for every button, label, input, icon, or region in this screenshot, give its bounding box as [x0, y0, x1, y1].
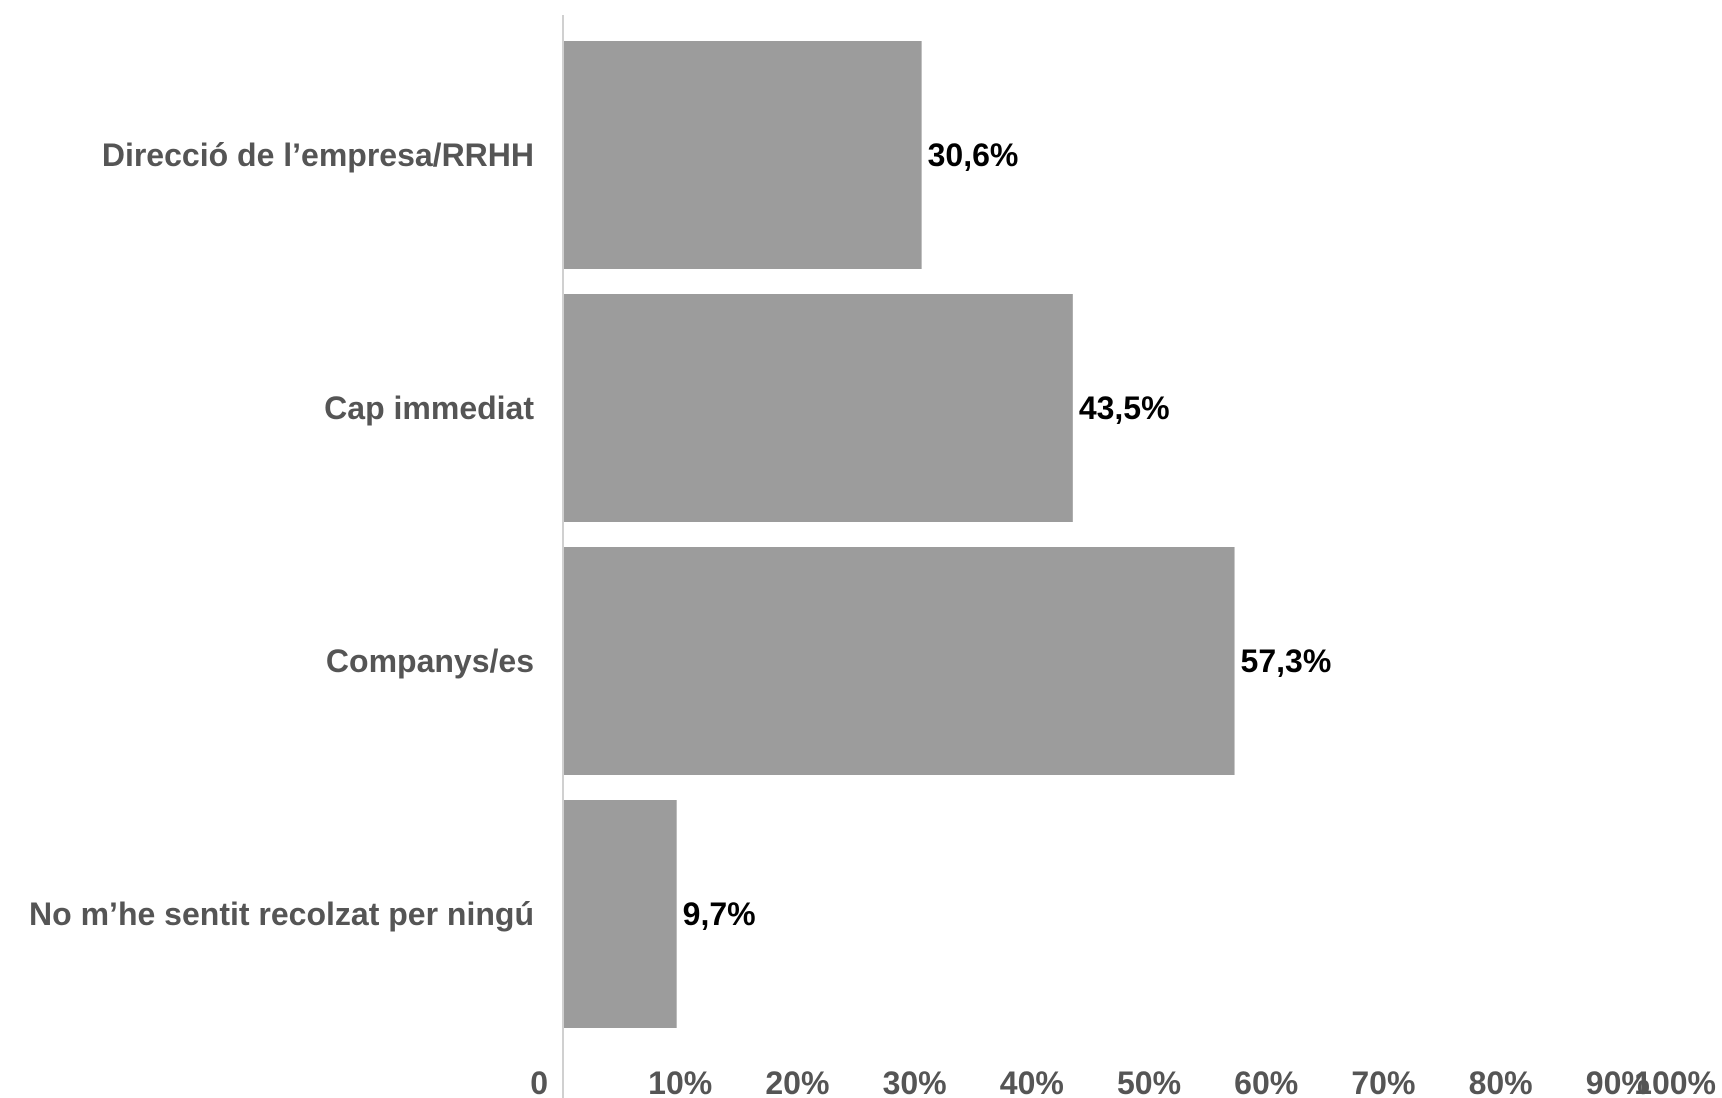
bar-3 [563, 800, 677, 1028]
x-tick-label-0: 0 [530, 1065, 548, 1098]
bar-2 [563, 547, 1235, 775]
x-tick-label-3: 30% [883, 1065, 947, 1098]
x-tick-label-10: 100% [1634, 1065, 1716, 1098]
x-tick-label-4: 40% [1000, 1065, 1064, 1098]
bar-0 [563, 41, 922, 269]
category-label-2: Companys/es [326, 643, 534, 679]
category-label-0: Direcció de l’empresa/RRHH [102, 137, 534, 173]
x-tick-label-2: 20% [765, 1065, 829, 1098]
category-label-1: Cap immediat [324, 390, 534, 426]
x-tick-labels-group: 0 10% 20% 30% 40% 50% 60% 70% 80% 90%100% [530, 1065, 1716, 1098]
value-labels-group: 30,6% 43,5% 57,3% 9,7% [683, 137, 1332, 932]
x-tick-label-5: 50% [1117, 1065, 1181, 1098]
x-tick-label-9: 90% [1586, 1065, 1650, 1098]
value-label-0: 30,6% [928, 137, 1019, 173]
category-label-3: No m’he sentit recolzat per ningú [29, 896, 534, 932]
x-tick-label-8: 80% [1469, 1065, 1533, 1098]
value-label-2: 57,3% [1241, 643, 1332, 679]
category-labels-group: Direcció de l’empresa/RRHH Cap immediat Co… [29, 137, 534, 932]
bar-1 [563, 294, 1073, 522]
x-tick-label-1: 10% [648, 1065, 712, 1098]
x-tick-label-6: 60% [1234, 1065, 1298, 1098]
bars-group [563, 41, 1235, 1028]
value-label-1: 43,5% [1079, 390, 1170, 426]
x-tick-label-7: 70% [1351, 1065, 1415, 1098]
value-label-3: 9,7% [683, 896, 756, 932]
